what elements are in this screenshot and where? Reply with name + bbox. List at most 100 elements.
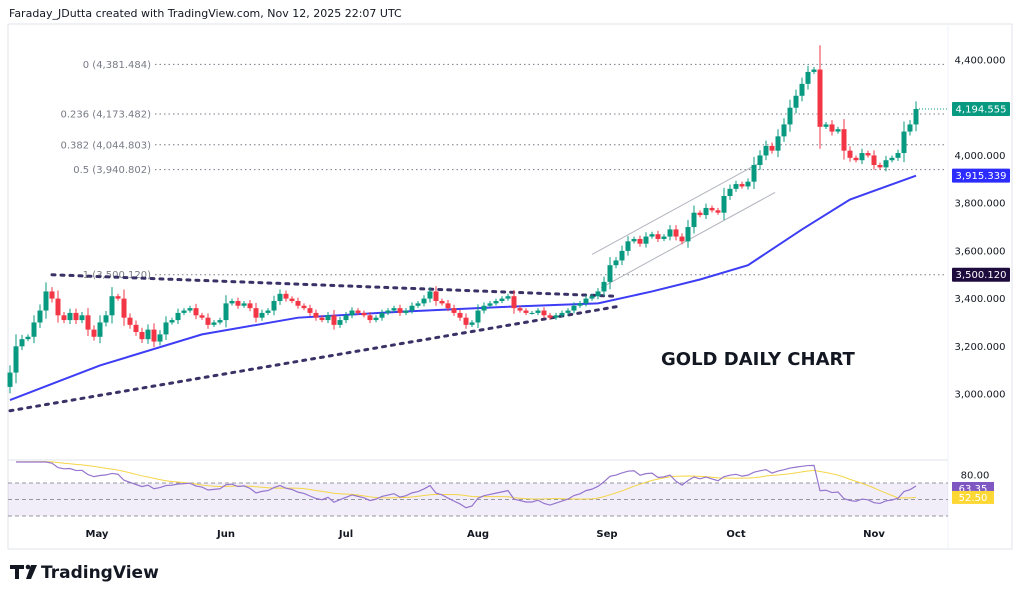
candle-down (193, 308, 199, 316)
candle-up (595, 291, 601, 297)
candle-down (367, 315, 373, 321)
candle-up (211, 322, 217, 325)
time-tick-label: Jul (338, 529, 353, 540)
candle-up (265, 310, 271, 313)
candle-up (43, 291, 49, 311)
candle-up (163, 322, 169, 335)
candle-up (619, 250, 625, 261)
fibonacci-retracement[interactable]: 0 (4,381.484) 0.236 (4,173.482) 0.382 (4,0… (60, 60, 945, 281)
candle-up (793, 95, 799, 108)
candle-up (763, 145, 769, 156)
candle-up (775, 136, 781, 151)
candle-up (391, 308, 397, 311)
candle-up (325, 315, 331, 321)
candle-up (745, 181, 751, 187)
candle-down (301, 305, 307, 309)
candle-down (877, 164, 883, 168)
candle-down (463, 317, 469, 325)
candle-up (727, 188, 733, 197)
price-tick-label: 3,600.000 (955, 246, 1006, 257)
candle-up (181, 310, 187, 313)
candle-down (295, 300, 301, 306)
candle-up (97, 322, 103, 337)
candle-down (73, 312, 79, 321)
time-axis[interactable]: May Jun Jul Aug Sep Oct Nov (86, 529, 886, 540)
chart-annotation: GOLD DAILY CHART (661, 349, 856, 370)
candle-down (85, 315, 91, 330)
candle-down (817, 69, 823, 127)
candle-down (235, 300, 241, 306)
price-badge-label: 3,500.120 (956, 270, 1007, 281)
candle-up (649, 234, 655, 237)
candle-down (355, 310, 361, 313)
price-tick-label: 3,800.000 (955, 199, 1006, 210)
candle-up (499, 298, 505, 301)
candle-down (307, 308, 313, 313)
candle-up (37, 310, 43, 323)
candle-up (811, 69, 817, 72)
logo-text: TradingView (41, 563, 159, 583)
candle-up (259, 312, 265, 318)
candle-up (559, 312, 565, 316)
candle-up (223, 303, 229, 321)
candle-up (277, 293, 283, 301)
fib-level-label: 0.382 (4,044.803) (60, 140, 151, 151)
candle-up (565, 310, 571, 313)
candle-up (613, 260, 619, 266)
candle-up (19, 339, 25, 347)
price-badge (952, 168, 1010, 183)
candle-up (703, 207, 709, 216)
candle-up (403, 310, 409, 313)
candle-down (451, 308, 457, 313)
candle-up (481, 305, 487, 311)
candle-up (409, 305, 415, 311)
price-axis[interactable]: 4,400.000 4,000.000 3,800.000 3,600.000 3,40… (916, 56, 1010, 401)
candle-up (469, 322, 475, 325)
candle-up (643, 236, 649, 244)
price-badge (952, 267, 1010, 282)
time-tick-label: Sep (596, 529, 617, 540)
candle-down (841, 129, 847, 151)
candle-up (415, 303, 421, 306)
rsi-badge-label: 63.35 (959, 484, 988, 495)
price-tick-label: 4,400.000 (955, 56, 1006, 67)
drawings[interactable] (8, 162, 776, 413)
candle-up (379, 312, 385, 318)
candle-up (781, 124, 787, 137)
candle-down (517, 308, 523, 311)
candle-up (733, 184, 739, 189)
candle-up (421, 298, 427, 304)
fib-level-label: 0.5 (3,940.802) (73, 165, 151, 176)
candle-down (121, 298, 127, 318)
candle-up (79, 315, 85, 321)
tradingview-logo[interactable]: TradingView (10, 563, 159, 583)
candle-up (787, 107, 793, 125)
rsi-ma-line (15, 461, 917, 500)
candle-up (241, 303, 247, 306)
time-tick-label: Oct (726, 529, 745, 540)
rsi-ma-badge-label: 52.50 (959, 493, 988, 504)
rsi-line (16, 461, 917, 509)
candle-down (253, 308, 259, 318)
price-badge (952, 102, 1010, 117)
trendline (8, 304, 624, 413)
candles (7, 45, 919, 394)
candle-up (625, 241, 631, 251)
candle-down (55, 298, 61, 316)
candle-up (7, 372, 13, 387)
candle-down (115, 296, 121, 299)
candle-down (769, 145, 775, 151)
candle-down (445, 303, 451, 309)
candle-down (127, 317, 133, 325)
price-tick-label: 3,000.000 (955, 390, 1006, 401)
candle-down (361, 312, 367, 316)
candle-up (913, 109, 919, 125)
candle-up (67, 312, 73, 321)
trendline (50, 273, 618, 298)
candle-up (109, 296, 115, 316)
candle-up (103, 315, 109, 323)
candle-up (823, 124, 829, 127)
logo-icon (10, 565, 24, 579)
